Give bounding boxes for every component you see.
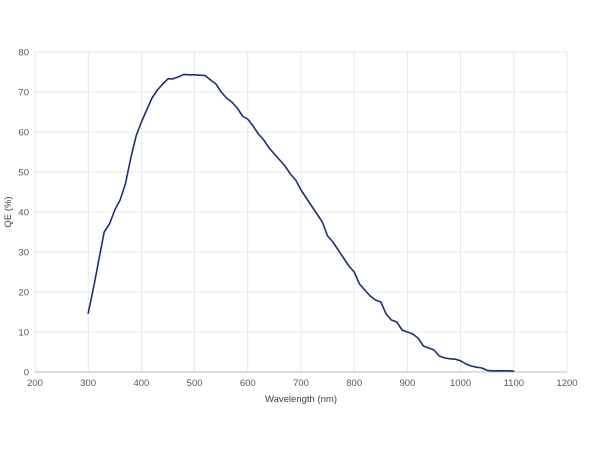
- grid: [34, 51, 568, 372]
- y-tick-label: 60: [18, 128, 29, 139]
- x-tick-label: 1200: [556, 378, 577, 389]
- x-tick-label: 200: [27, 378, 43, 389]
- y-axis-title: QE (%): [3, 196, 14, 227]
- x-tick-label: 800: [346, 378, 362, 389]
- x-tick-label: 900: [399, 378, 415, 389]
- series-layer: [87, 73, 515, 373]
- y-tick-label: 20: [18, 288, 29, 299]
- x-tick-label: 600: [240, 378, 256, 389]
- tick-labels: 0 10 20 30 40 50 60 70 80 200 300 400 500 600 700 800 90…: [18, 48, 577, 390]
- x-tick-label: 300: [80, 378, 96, 389]
- y-tick-label: 10: [18, 328, 29, 339]
- x-tick-label: 1100: [504, 378, 524, 389]
- y-tick-label: 80: [18, 48, 29, 59]
- y-tick-label: 0: [24, 368, 29, 379]
- x-tick-label: 1000: [450, 378, 471, 389]
- y-tick-label: 30: [18, 248, 29, 259]
- y-tick-label: 70: [18, 88, 29, 99]
- qe-series-line: [87, 73, 515, 373]
- x-axis-title: Wavelength (nm): [265, 394, 337, 405]
- x-tick-label: 400: [133, 378, 149, 389]
- y-tick-label: 40: [18, 208, 29, 219]
- y-tick-label: 50: [18, 168, 29, 179]
- x-tick-label: 500: [187, 378, 203, 389]
- x-tick-label: 700: [293, 378, 309, 389]
